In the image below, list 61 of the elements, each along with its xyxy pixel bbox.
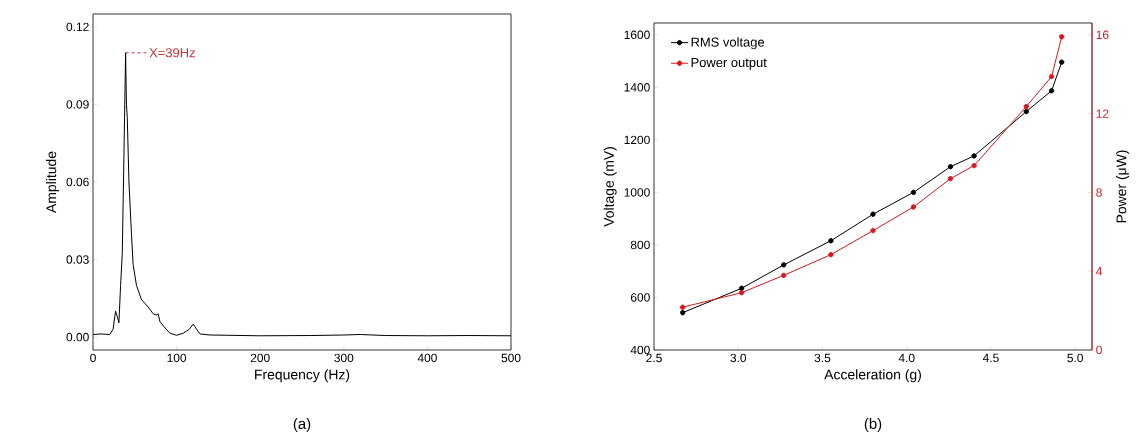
y2-tick-label: 8	[1096, 188, 1102, 197]
y-tick-label: 1400	[624, 83, 650, 92]
y2-tick-label: 4	[1096, 267, 1103, 276]
y-axis-title: Voltage (mV)	[603, 147, 617, 227]
x-axis-title: Frequency (Hz)	[255, 369, 350, 383]
y-tick-label: 0.00	[66, 332, 89, 342]
x-tick-label: 400	[417, 353, 437, 363]
x-tick-label: 3.0	[730, 353, 747, 363]
point	[781, 272, 787, 279]
x-tick-label: 200	[250, 353, 270, 363]
point	[910, 189, 917, 196]
point	[1059, 34, 1065, 40]
y-tick-label: 0.06	[66, 177, 89, 187]
y-axis-title: Amplitude	[45, 151, 59, 213]
y-tick-label: 600	[630, 293, 650, 302]
point	[679, 304, 686, 310]
y2-tick-label: 0	[1096, 345, 1102, 355]
point	[1023, 108, 1029, 115]
point	[1059, 59, 1065, 65]
legend-label: Power output	[691, 58, 767, 70]
point	[679, 310, 686, 316]
x-axis-title: Acceleration (g)	[824, 369, 921, 383]
x-tick-label: 2.5	[646, 353, 662, 363]
y-tick-label: 800	[630, 240, 650, 250]
y2-tick-label: 16	[1096, 30, 1109, 40]
point	[781, 262, 787, 268]
y-tick-label: 400	[630, 345, 650, 355]
y2-tick-label: 12	[1096, 109, 1109, 118]
point	[971, 153, 977, 159]
x-tick-label: 3.5	[814, 353, 831, 363]
x-tick-label: 500	[501, 353, 521, 363]
point	[947, 175, 954, 182]
x-tick-label: 100	[167, 353, 187, 363]
y-tick-label: 0.09	[66, 100, 89, 109]
point	[738, 289, 745, 296]
x-tick-label: 4.5	[982, 353, 999, 363]
point	[738, 285, 745, 291]
y-tick-label: 1200	[624, 135, 650, 145]
point	[828, 251, 834, 258]
point	[947, 163, 954, 170]
legend-label: RMS voltage	[691, 37, 765, 50]
y-tick-label: 1600	[624, 30, 650, 40]
text: (b)	[864, 418, 882, 432]
y-tick-label: 0.03	[66, 255, 89, 264]
y-tick-label: 1000	[624, 188, 650, 197]
point	[870, 211, 876, 217]
y-tick-label: 0.12	[66, 22, 89, 32]
x-tick-label: 300	[334, 353, 354, 363]
point	[1048, 88, 1055, 94]
point	[1048, 73, 1055, 80]
x-tick-label: 5.0	[1067, 353, 1084, 363]
point	[1023, 103, 1029, 110]
y2-axis-title: Power (μW)	[1116, 150, 1130, 223]
x-tick-label: 4.0	[898, 353, 915, 363]
x-tick-label: 0	[90, 353, 96, 363]
text: (a)	[293, 418, 311, 432]
point	[910, 204, 917, 210]
annotation: X=39Hz	[149, 48, 195, 58]
point	[971, 162, 977, 169]
point	[828, 238, 834, 244]
point	[870, 227, 876, 234]
